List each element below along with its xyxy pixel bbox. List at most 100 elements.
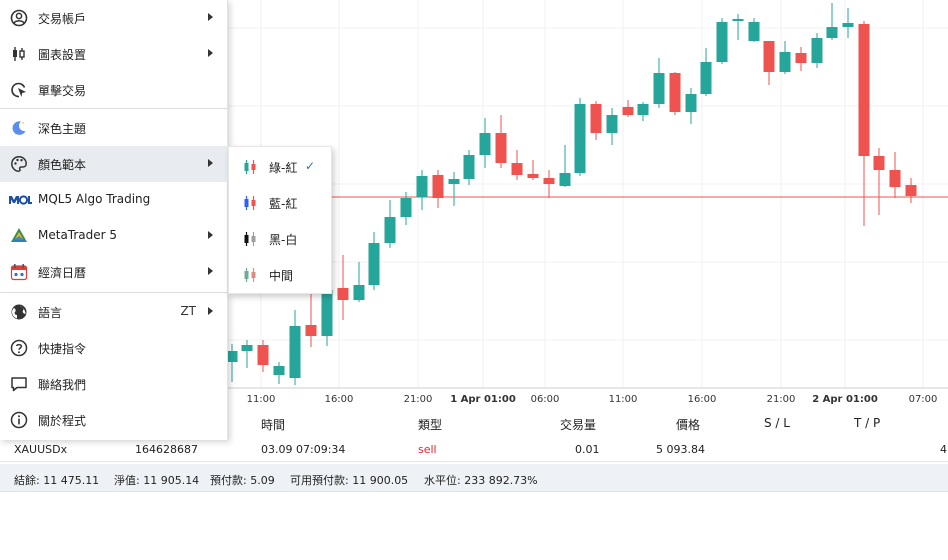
bearish-candle xyxy=(873,148,885,215)
candle-body xyxy=(543,178,555,184)
bullish-candle xyxy=(368,232,380,290)
candle-body xyxy=(463,155,475,179)
candles xyxy=(226,3,917,385)
summary-balance: 結餘: 11 475.11 xyxy=(14,474,100,487)
row-ticket: 164628687 xyxy=(135,443,198,456)
account-summary-bar: 結餘: 11 475.11 淨值: 11 905.14 預付款: 5.09 可用… xyxy=(0,464,948,492)
price-chart[interactable]: 11:00 16:00 21:00 1 Apr 01:00 06:00 11:00 16:0… xyxy=(0,0,948,410)
menu-label: 圖表設置 xyxy=(38,48,87,62)
header-volume[interactable]: 交易量 xyxy=(560,418,597,432)
x-axis-tick-label: 2 Apr 01:00 xyxy=(812,394,878,405)
row-volume: 0.01 xyxy=(575,443,600,456)
candle-body xyxy=(353,285,365,300)
trade-table: 時間 類型 交易量 價格 S / L T / P XAUUSDx 1646286… xyxy=(0,410,948,462)
menu-item-language[interactable]: 語言 ZT xyxy=(0,294,228,330)
candle-body xyxy=(257,345,269,365)
header-type[interactable]: 類型 xyxy=(418,418,443,432)
bearish-candle xyxy=(622,100,634,117)
header-tp[interactable]: T / P xyxy=(854,416,881,430)
menu-label: 顏色範本 xyxy=(38,158,87,172)
table-row[interactable]: XAUUSDx 164628687 03.09 07:09:34 sell 0.… xyxy=(0,436,948,462)
candle-body xyxy=(479,133,491,155)
menu-item-about[interactable]: 關於程式 xyxy=(0,402,228,438)
candle-body xyxy=(559,173,571,186)
candle-body xyxy=(305,325,317,336)
candlestick-chart[interactable]: 11:00 16:00 21:00 1 Apr 01:00 06:00 11:00 16:0… xyxy=(0,0,948,410)
bearish-candle xyxy=(889,152,901,198)
bullish-candle xyxy=(732,14,744,40)
bearish-candle xyxy=(858,21,870,226)
color-option-neutral[interactable]: 中間 xyxy=(229,257,333,293)
bullish-candle xyxy=(700,48,712,96)
menu-item-chart-settings[interactable]: 圖表設置 xyxy=(0,36,228,72)
color-option-black-white[interactable]: 黑-白 xyxy=(229,221,333,257)
candle-body xyxy=(416,176,428,197)
bearish-candle xyxy=(257,340,269,372)
submenu-arrow-icon xyxy=(208,49,213,57)
color-option-label: 綠-紅 xyxy=(269,161,298,175)
globe-icon xyxy=(11,304,27,320)
x-axis-tick-label: 07:00 xyxy=(909,394,938,405)
bullish-candle xyxy=(716,18,728,64)
row-time: 03.09 07:09:34 xyxy=(261,443,346,456)
submenu-arrow-icon xyxy=(208,267,213,275)
candle-body xyxy=(685,94,697,112)
menu-item-color-template[interactable]: 顏色範本 xyxy=(0,146,228,182)
dark-theme-moon-icon xyxy=(12,121,26,135)
candle-body xyxy=(289,326,301,378)
header-sl[interactable]: S / L xyxy=(764,416,790,430)
candle-body xyxy=(716,22,728,62)
bullish-candle xyxy=(273,362,285,384)
candle-body xyxy=(637,104,649,115)
candle-body xyxy=(384,217,396,243)
candle-body xyxy=(653,73,665,104)
menu-item-trading-account[interactable]: 交易帳戶 xyxy=(0,0,228,36)
bearish-candle xyxy=(669,72,681,115)
x-axis-tick-label: 1 Apr 01:00 xyxy=(450,394,516,405)
chart-settings-icon xyxy=(13,47,25,61)
menu-divider xyxy=(0,292,228,293)
menu-item-economic-calendar[interactable]: 經濟日曆 xyxy=(0,254,228,290)
menu-label: MQL5 Algo Trading xyxy=(38,192,151,206)
menu-label: MetaTrader 5 xyxy=(38,228,118,242)
candle-body xyxy=(732,19,744,21)
header-time[interactable]: 時間 xyxy=(261,418,286,432)
candle-body xyxy=(400,198,412,217)
submenu-arrow-icon xyxy=(208,159,213,167)
menu-item-dark-theme[interactable]: 深色主題 xyxy=(0,110,228,146)
candle-body xyxy=(873,156,885,170)
candle-body xyxy=(811,38,823,63)
check-icon: ✓ xyxy=(305,159,316,173)
menu-item-mql5-algo-trading[interactable]: MQL5 Algo Trading xyxy=(0,182,228,218)
candle-body xyxy=(432,175,444,198)
color-option-blue-red[interactable]: 藍-紅 xyxy=(229,185,333,221)
menu-item-metatrader5[interactable]: MetaTrader 5 xyxy=(0,218,228,254)
menu-item-contact-us[interactable]: 聯絡我們 xyxy=(0,366,228,402)
menu-label: 經濟日曆 xyxy=(38,266,87,280)
bullish-candle xyxy=(353,262,365,302)
menu-item-one-click-trading[interactable]: 單擊交易 xyxy=(0,72,228,108)
candle-body xyxy=(226,351,238,362)
summary-margin-level: 水平位: 233 892.73% xyxy=(424,474,538,487)
help-question-icon xyxy=(10,339,28,357)
submenu-arrow-icon xyxy=(208,307,213,315)
menu-label: 語言 xyxy=(38,306,63,320)
bearish-candle xyxy=(905,178,917,203)
bearish-candle xyxy=(763,41,775,85)
bullish-candle xyxy=(653,58,665,108)
x-axis-tick-label: 11:00 xyxy=(609,394,638,405)
color-option-green-red[interactable]: 綠-紅 ✓ xyxy=(229,149,333,185)
candle-body xyxy=(763,41,775,72)
candle-pair-icon xyxy=(244,196,256,210)
candle-body xyxy=(669,73,681,112)
header-price[interactable]: 價格 xyxy=(676,418,701,432)
menu-label: 聯絡我們 xyxy=(38,378,87,392)
candle-body xyxy=(858,24,870,156)
metatrader5-logo-icon xyxy=(11,228,27,242)
bullish-candle xyxy=(448,172,460,206)
candle-body xyxy=(748,22,760,41)
bullish-candle xyxy=(241,340,253,368)
bearish-candle xyxy=(305,294,317,347)
menu-item-shortcuts[interactable]: 快捷指令 xyxy=(0,330,228,366)
x-axis-tick-label: 11:00 xyxy=(247,394,276,405)
